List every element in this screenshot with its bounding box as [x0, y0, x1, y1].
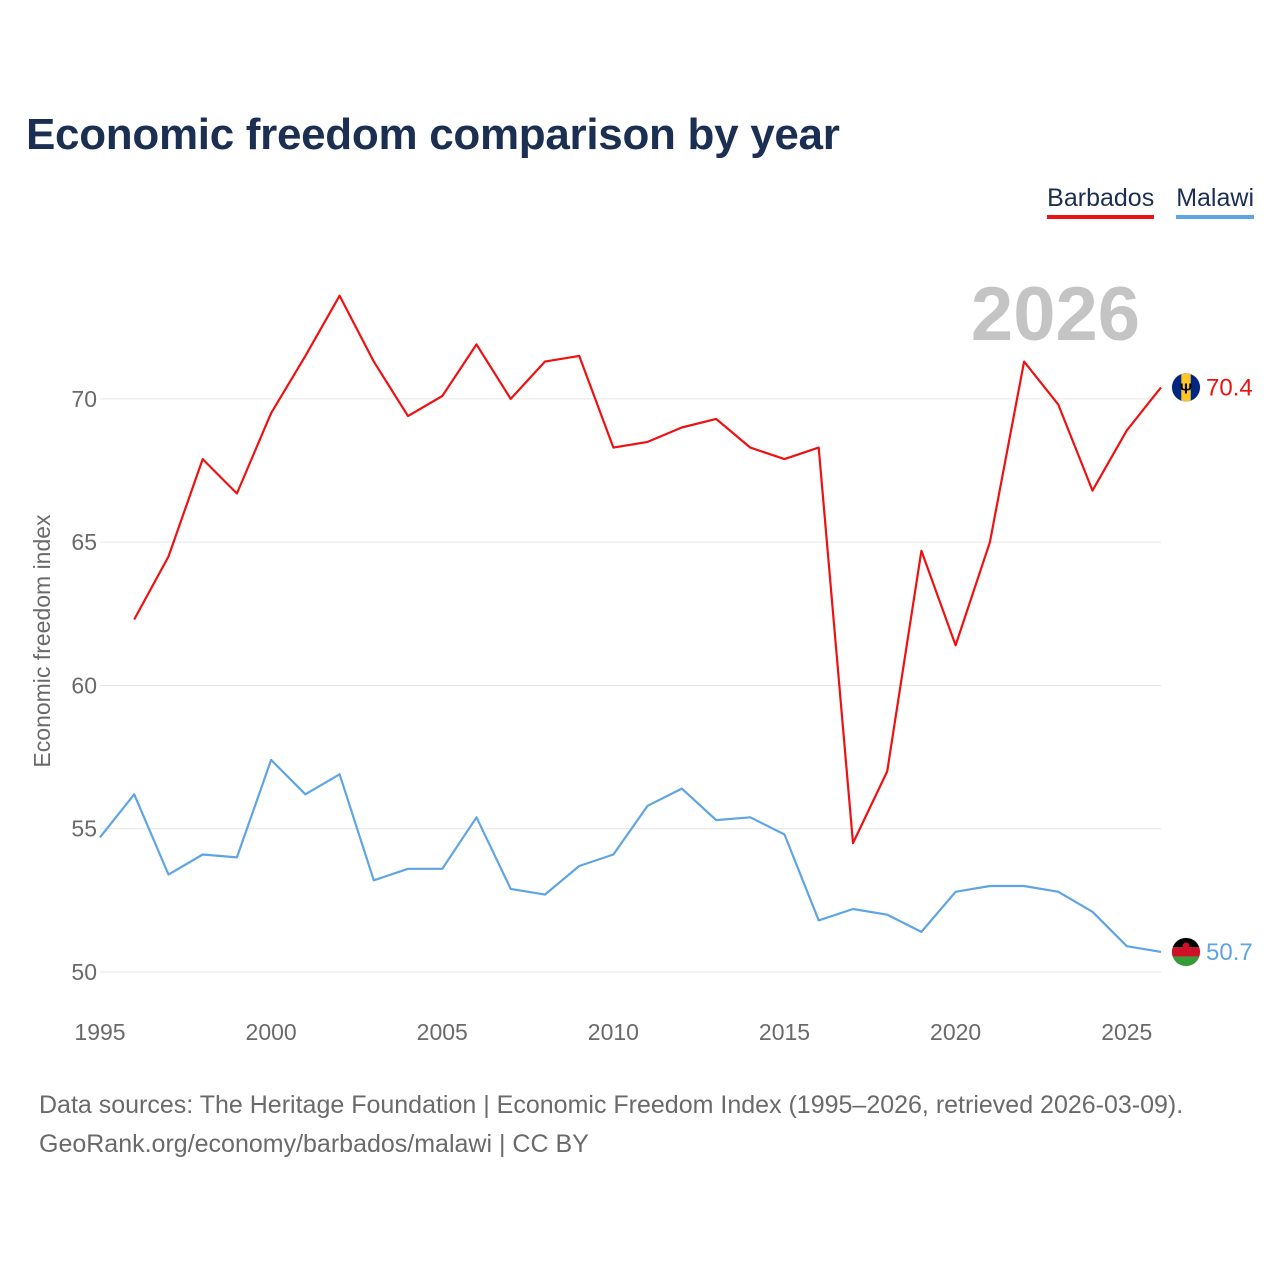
y-tick-label-60: 60	[71, 672, 97, 698]
flag-stripe	[1181, 373, 1191, 402]
data-source-note: Data sources: The Heritage Foundation | …	[39, 1091, 1184, 1119]
flag-border	[1171, 372, 1201, 402]
y-tick-label-50: 50	[71, 959, 97, 985]
flag-icon-malawi	[1172, 937, 1200, 966]
y-axis-label: Economic freedom index	[29, 514, 55, 768]
legend: Barbados Malawi	[1047, 184, 1254, 219]
flag-stripe	[1172, 373, 1182, 402]
footer: Data sources: The Heritage Foundation | …	[39, 1086, 1183, 1164]
y-tick-label-55: 55	[71, 816, 97, 842]
x-tick-label-2015: 2015	[759, 1019, 810, 1045]
attribution-link[interactable]: GeoRank.org/economy/barbados/malawi | CC…	[39, 1130, 589, 1158]
year-watermark: 2026	[971, 272, 1140, 357]
y-tick-label-65: 65	[71, 529, 97, 555]
x-tick-label-2025: 2025	[1101, 1019, 1152, 1045]
x-tick-label-1995: 1995	[74, 1019, 125, 1045]
flag-stripe	[1172, 956, 1200, 966]
y-tick-label-70: 70	[71, 386, 97, 412]
series-line-barbados	[133, 294, 1162, 845]
chart-title: Economic freedom comparison by year	[26, 110, 840, 159]
sun-icon	[1182, 942, 1190, 950]
legend-item-barbados[interactable]: Barbados	[1047, 184, 1155, 219]
flag-border	[1171, 937, 1201, 967]
x-tick-label-2010: 2010	[588, 1019, 639, 1045]
flag-icon-barbados: Ψ	[1172, 373, 1200, 402]
legend-item-malawi[interactable]: Malawi	[1176, 184, 1254, 219]
series-line-malawi	[99, 758, 1162, 953]
end-value-label-barbados: 70.4	[1206, 374, 1253, 401]
x-tick-label-2005: 2005	[417, 1019, 468, 1045]
x-tick-label-2000: 2000	[246, 1019, 297, 1045]
trident-icon: Ψ	[1180, 380, 1192, 397]
end-value-label-malawi: 50.7	[1206, 939, 1253, 966]
x-tick-label-2020: 2020	[930, 1019, 981, 1045]
flag-stripe	[1172, 947, 1200, 957]
flag-stripe	[1190, 373, 1200, 402]
